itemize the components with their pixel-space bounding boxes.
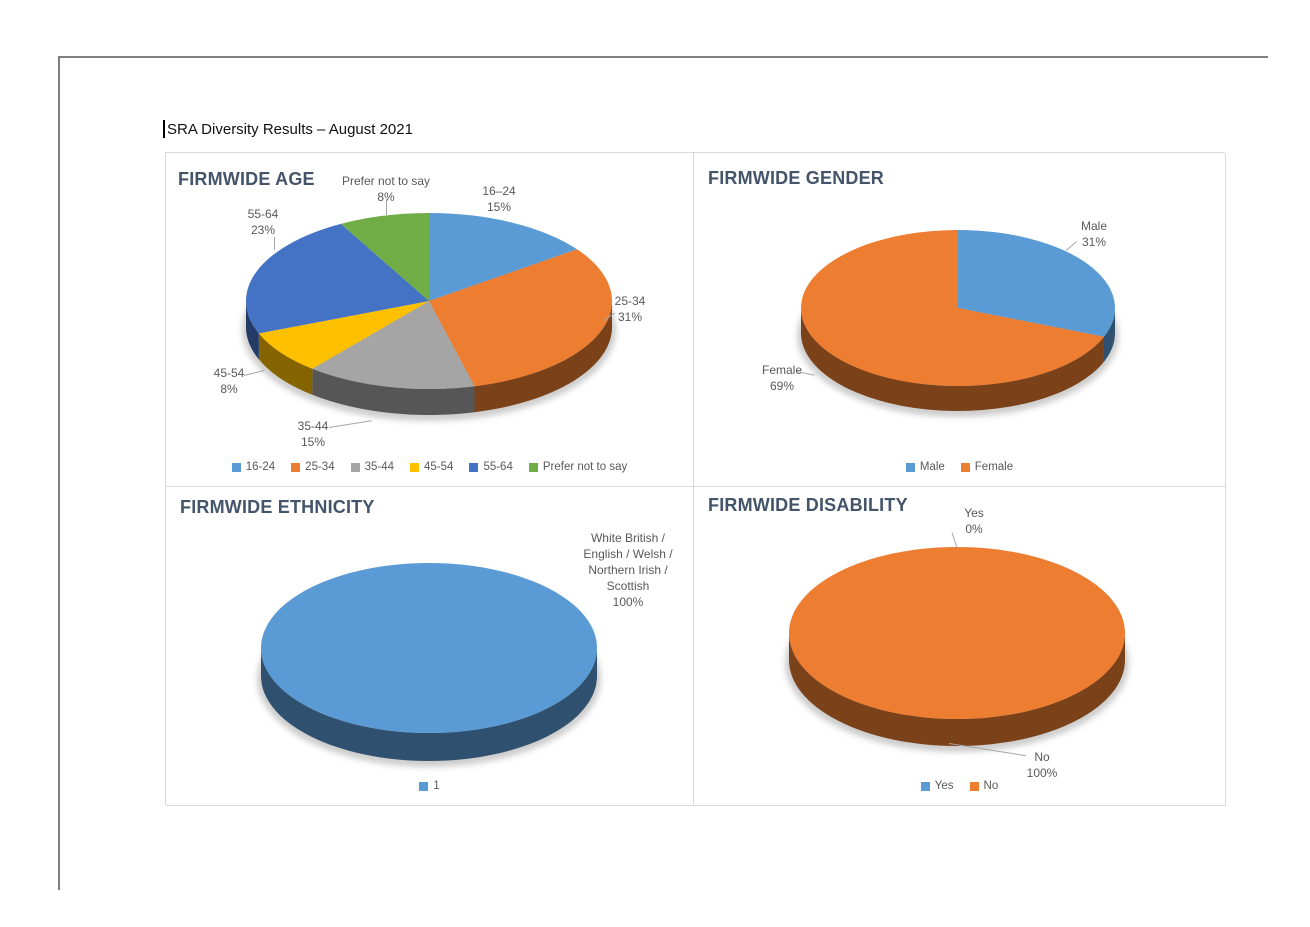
data-label-value: 31% (1081, 235, 1107, 249)
data-label-value: 69% (769, 379, 795, 393)
data-label-category: 35-44 (297, 419, 329, 433)
legend-label: Prefer not to say (542, 461, 628, 473)
page-top-border (58, 56, 1268, 58)
data-label-value: 100% (1026, 766, 1058, 780)
legend-swatch (905, 462, 915, 472)
chart-panel-firmwide-age[interactable]: FIRMWIDE AGE Prefer not to say 8% 16–24 … (166, 153, 694, 487)
legend-item: Male (905, 461, 945, 473)
data-label-yes: Yes 0% (964, 505, 984, 537)
legend: 16-24 25-34 35-44 45-54 55-64 (166, 461, 693, 473)
legend-item: Prefer not to say (528, 461, 628, 473)
data-label-category-line: White British / (590, 531, 665, 545)
data-label-value: 0% (965, 522, 983, 536)
data-label-category: 55-64 (247, 207, 279, 221)
data-label-16-24: 16–24 15% (482, 183, 515, 215)
data-label-female: Female 69% (762, 362, 802, 394)
data-label-category-line: English / Welsh / (583, 547, 673, 561)
data-label-category: No (1034, 750, 1050, 764)
chart-title: FIRMWIDE AGE (178, 169, 315, 189)
age-pie-chart (242, 213, 616, 421)
data-label-35-44: 35-44 15% (298, 418, 329, 450)
data-label-male: Male 31% (1081, 218, 1107, 250)
chart-title: FIRMWIDE GENDER (708, 168, 884, 188)
legend-label: 35-44 (364, 461, 395, 473)
ethnicity-pie-chart (257, 563, 601, 767)
disability-pie-chart (785, 547, 1129, 752)
leader-line (274, 237, 275, 250)
chart-title: FIRMWIDE ETHNICITY (180, 497, 375, 517)
legend-label: Male (919, 461, 945, 473)
legend: Yes No (694, 780, 1225, 792)
legend-swatch (350, 462, 360, 472)
legend-item: 1 (419, 780, 440, 792)
data-label-value: 23% (250, 223, 276, 237)
data-label-value: 15% (300, 435, 326, 449)
legend-label: No (983, 780, 999, 792)
legend: Male Female (694, 461, 1225, 473)
legend-item: No (969, 780, 999, 792)
data-label-25-34: 25-34 31% (615, 293, 646, 325)
data-label-prefer-not-to-say: Prefer not to say 8% (342, 173, 430, 205)
data-label-45-54: 45-54 8% (214, 365, 245, 397)
chart-panel-firmwide-gender[interactable]: FIRMWIDE GENDER Male 31% Female 69% Male (694, 153, 1226, 487)
legend-swatch (231, 462, 241, 472)
data-label-value: 100% (612, 595, 644, 609)
legend-label: 25-34 (305, 461, 335, 473)
legend-label: 1 (433, 780, 440, 792)
data-label-value: 8% (377, 190, 395, 204)
gender-pie-chart (797, 230, 1119, 417)
legend-item: 55-64 (469, 461, 513, 473)
legend-item: 35-44 (350, 461, 395, 473)
data-label-category: Yes (964, 506, 984, 520)
legend-label: Yes (934, 780, 954, 792)
data-label-value: 15% (486, 200, 512, 214)
legend-item: Female (960, 461, 1014, 473)
data-label-category: 45-54 (213, 366, 245, 380)
chart-title: FIRMWIDE DISABILITY (708, 495, 908, 515)
legend-label: Female (974, 461, 1014, 473)
chart-grid: FIRMWIDE AGE Prefer not to say 8% 16–24 … (165, 152, 1226, 806)
legend-swatch (960, 462, 970, 472)
data-label-category: Male (1080, 219, 1108, 233)
data-label-category: Prefer not to say (341, 174, 431, 188)
text-cursor (163, 120, 165, 138)
data-label-category: 25-34 (614, 294, 646, 308)
chart-panel-firmwide-ethnicity[interactable]: FIRMWIDE ETHNICITY White British / Engli… (166, 487, 694, 806)
legend-label: 55-64 (483, 461, 513, 473)
data-label-white-british: White British / English / Welsh / Northe… (583, 530, 672, 610)
legend-item: Yes (920, 780, 954, 792)
document-title[interactable]: SRA Diversity Results – August 2021 (167, 121, 413, 138)
data-label-55-64: 55-64 23% (248, 206, 279, 238)
legend-swatch (419, 781, 429, 791)
data-label-value: 31% (617, 310, 643, 324)
legend-label: 16-24 (245, 461, 276, 473)
data-label-category-line: Northern Irish / (588, 563, 668, 577)
legend-item: 16-24 (231, 461, 276, 473)
data-label-value: 8% (220, 382, 238, 396)
chart-panel-firmwide-disability[interactable]: FIRMWIDE DISABILITY Yes 0% No 100% Yes N (694, 487, 1226, 806)
data-label-category-line: Scottish (606, 579, 650, 593)
page-left-border (58, 56, 60, 890)
legend-swatch (969, 781, 979, 791)
data-label-category: Female (761, 363, 803, 377)
legend: 1 (166, 780, 693, 792)
legend-swatch (920, 781, 930, 791)
legend-label: 45-54 (424, 461, 454, 473)
data-label-category: 16–24 (482, 184, 516, 198)
leader-line (386, 199, 387, 215)
legend-swatch (528, 462, 538, 472)
legend-swatch (410, 462, 420, 472)
legend-item: 25-34 (291, 461, 335, 473)
legend-swatch (469, 462, 479, 472)
data-label-no: No 100% (1027, 749, 1058, 781)
legend-swatch (291, 462, 301, 472)
legend-item: 45-54 (410, 461, 453, 473)
